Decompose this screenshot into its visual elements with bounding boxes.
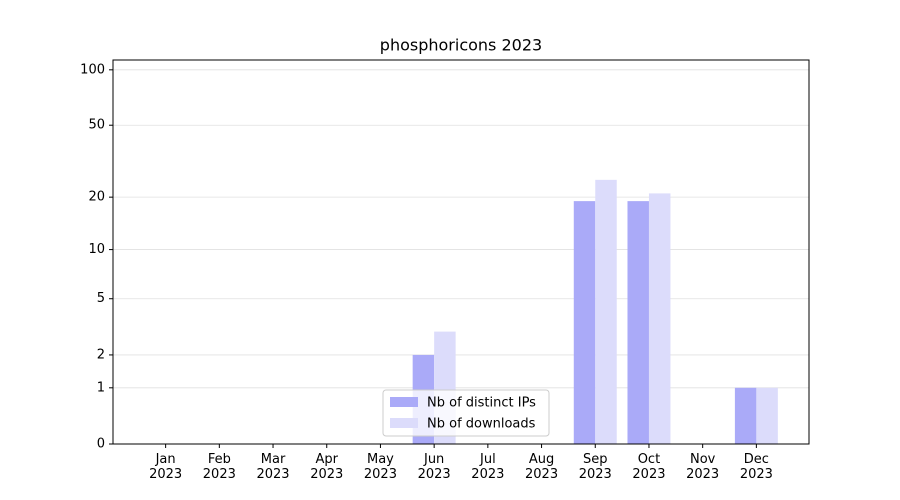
x-tick-label: Feb 2023 [202,452,236,482]
plot-frame [112,59,810,445]
y-tick-label: 10 [88,242,105,257]
x-tick-label: Dec 2023 [739,452,773,482]
x-tick-label: Oct 2023 [632,452,666,482]
bar [734,387,757,444]
y-tick-label: 100 [80,62,105,77]
x-tick-label: Jul 2023 [471,452,505,482]
bar [648,193,671,444]
y-tick-label: 0 [97,437,105,452]
x-tick-label: Jun 2023 [417,452,451,482]
x-tick-label: Nov 2023 [686,452,720,482]
x-tick-label: Sep 2023 [578,452,612,482]
bar [756,387,778,444]
y-tick-label: 2 [97,347,105,362]
bar [595,179,617,445]
legend-label: Nb of distinct IPs [427,396,536,411]
y-tick-label: 1 [97,380,105,395]
legend-swatch [390,418,418,428]
x-tick-label: Jan 2023 [149,452,183,482]
y-tick-label: 5 [97,291,105,306]
x-tick-label: Mar 2023 [256,452,290,482]
x-tick-label: Apr 2023 [310,452,344,482]
legend: Nb of distinct IPs Nb of downloads [382,389,550,437]
y-tick-label: 20 [88,190,105,205]
legend-swatch [390,397,418,407]
legend-label: Nb of downloads [427,417,536,432]
x-tick-label: May 2023 [363,452,397,482]
y-tick-label: 50 [88,118,105,133]
legend-box [382,389,550,437]
bar [573,201,596,444]
x-tick-label: Aug 2023 [525,452,559,482]
bar [627,201,649,444]
chart-title: phosphoricons 2023 [380,36,542,55]
